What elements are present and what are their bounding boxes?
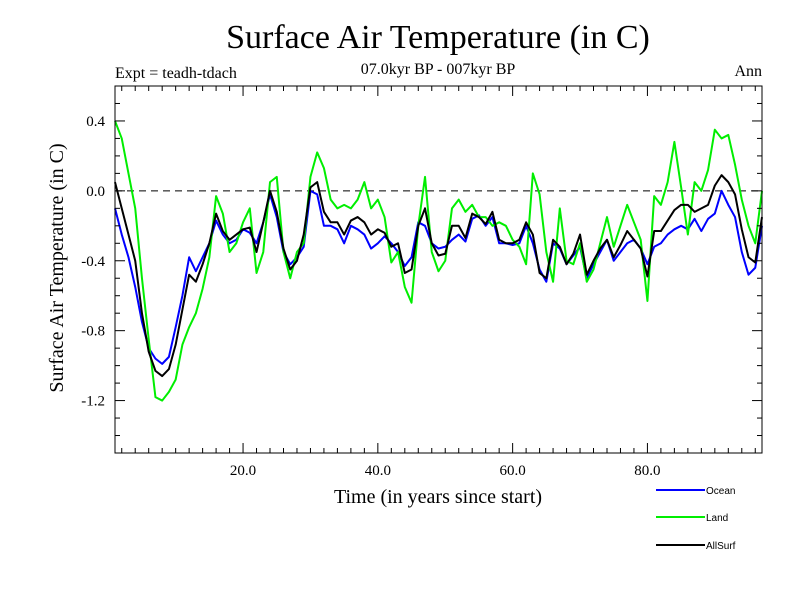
season-label: Ann (734, 63, 762, 80)
plot-area: 20.0 40.0 60.0 80.0 0.4 0.0 -0.4 -0.8 -1.2 (81, 85, 763, 479)
legend: Ocean Land AllSurf (656, 486, 736, 552)
y-tick-label: -0.8 (81, 324, 105, 340)
series-line-ocean (114, 189, 763, 365)
x-tick-label: 60.0 (500, 463, 526, 479)
chart-title: Surface Air Temperature (in C) (226, 19, 650, 56)
chart-subtitle: 07.0kyr BP - 007kyr BP (361, 61, 516, 78)
y-axis-label: Surface Air Temperature (in C) (46, 143, 68, 392)
y-tick-label: 0.0 (86, 184, 105, 200)
x-tick-label: 20.0 (230, 463, 256, 479)
series-line-allsurf (114, 174, 763, 378)
legend-label-ocean: Ocean (706, 486, 735, 497)
y-tick-label: -1.2 (81, 394, 105, 410)
y-tick-label: 0.4 (86, 114, 105, 130)
x-axis-label: Time (in years since start) (334, 486, 542, 508)
x-tick-label: 40.0 (365, 463, 391, 479)
experiment-label: Expt = teadh-tdach (115, 65, 237, 82)
y-tick-label: -0.4 (81, 254, 105, 270)
legend-label-allsurf: AllSurf (706, 541, 736, 552)
x-tick-label: 80.0 (634, 463, 660, 479)
series-line-land (114, 120, 763, 402)
plot-frame (114, 85, 763, 454)
legend-label-land: Land (706, 513, 728, 524)
